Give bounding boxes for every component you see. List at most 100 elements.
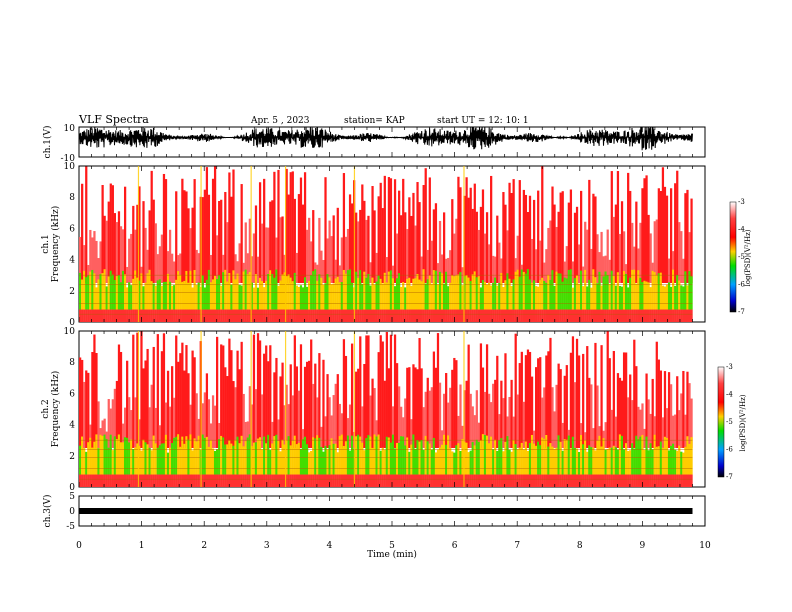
spectrogram-cell [641,403,644,448]
spectrogram-cell [391,309,395,322]
spectrogram-cell [485,284,489,310]
spectrogram-cell [600,474,603,487]
spectrogram-cell [312,383,315,448]
spectrogram-cell [586,229,589,283]
spectrogram-cell [295,366,299,448]
spectrogram-cell [649,443,652,475]
spectrogram-cell [346,228,350,283]
spectrogram-cell [81,309,84,322]
spectrogram-cell [293,435,296,475]
spectrogram-cell [461,425,464,448]
spectrogram-cell [113,474,117,487]
spectrogram-cell [183,443,186,475]
spectrogram-cell [582,266,585,283]
spectrogram-cell [537,190,540,283]
spectrogram-cell [438,447,442,475]
spectrogram-cell [385,436,388,475]
spectrogram-cell [629,190,632,283]
spectrogram-cell [344,474,348,487]
spectrogram-cell [340,237,343,283]
spectrogram-cell [189,228,192,283]
spectrogram-cell [620,201,624,283]
spectrogram-cell [101,420,104,448]
y-tick-label: 2 [69,287,75,297]
spectrogram-cell [230,443,233,475]
spectrogram-cell [299,448,303,475]
spectrogram-cell [645,309,648,322]
spectrogram-cell [569,309,573,322]
spectrogram-cell [130,285,133,310]
spectrogram-cell [455,218,458,283]
spectrogram-cell [524,194,528,283]
spectrogram-cell [616,373,620,448]
spectrogram-cell [387,177,391,283]
spectrogram-cell [573,382,577,448]
spectrogram-cell [477,276,481,310]
spectrogram-cell [113,436,117,475]
spectrogram-cell [663,309,667,322]
spectrogram-cell [324,445,327,475]
spectrogram-cell [183,190,186,283]
spectrogram-cell [688,232,691,283]
spectrogram-cell [181,474,184,487]
spectrogram-cell [162,443,166,475]
spectrogram-cell [238,284,241,310]
spectrogram-cell [479,343,483,448]
spectrogram-cell [134,397,137,448]
spectrogram-cell [594,342,597,448]
spectrogram-cell [657,273,660,310]
spectrogram-cell [408,197,411,283]
spectrogram-cell [539,357,542,448]
spectrogram-cell [680,451,683,475]
spectrogram-cell [183,309,186,322]
spectrogram-cell [436,263,440,283]
ch1-spectrogram-ylabel-channel: ch.1 [41,234,51,253]
spectrogram-cell [412,309,415,322]
spectrogram-cell [483,282,487,310]
spectrogram-cell [293,335,296,448]
spectrogram-cell [152,199,155,283]
spectrogram-cell [254,205,258,283]
spectrogram-cell [144,442,147,475]
spectrogram-cell [85,370,88,448]
spectrogram-cell [310,339,313,448]
spectrogram-cell [381,341,384,448]
spectrogram-cell [598,435,601,475]
spectrogram-cell [522,271,525,310]
spectrogram-cell [457,274,460,310]
spectrogram-cell [344,441,348,475]
spectrogram-cell [216,279,219,310]
spectrogram-cell [614,204,618,283]
spectrogram-cell [553,309,556,322]
spectrogram-cell [387,437,391,475]
spectrogram-cell [316,264,319,283]
spectrogram-cell [432,209,436,283]
spectrogram-cell [510,286,513,310]
spectrogram-cell [330,438,333,475]
spectrogram-cell [410,444,413,475]
spectrogram-cell [561,450,564,475]
spectrogram-cell [616,449,620,475]
spectrogram-cell [301,287,305,310]
spectrogram-cell [414,225,417,283]
spectrogram-cell [305,474,309,487]
spectrogram-cell [132,334,135,448]
spectrogram-cell [606,331,609,448]
spectrogram-cell [265,345,268,448]
spectrogram-cell [318,274,321,310]
spectrogram-cell [246,274,249,310]
spectrogram-cell [303,474,307,487]
spectrogram-cell [281,216,284,283]
spectrogram-cell [132,448,135,475]
ch2-spectrogram-image [79,331,693,487]
spectrogram-cell [633,448,636,475]
spectrogram-cell [220,285,223,310]
spectrogram-cell [121,474,125,487]
spectrogram-cell [359,474,362,487]
spectrogram-cell [618,434,622,475]
spectrogram-cell [79,445,82,475]
spectrogram-cell [590,287,593,310]
start-time-label: start UT = 12: 10: 1 [437,116,529,126]
spectrogram-cell [171,253,174,283]
spectrogram-cell [289,474,292,487]
